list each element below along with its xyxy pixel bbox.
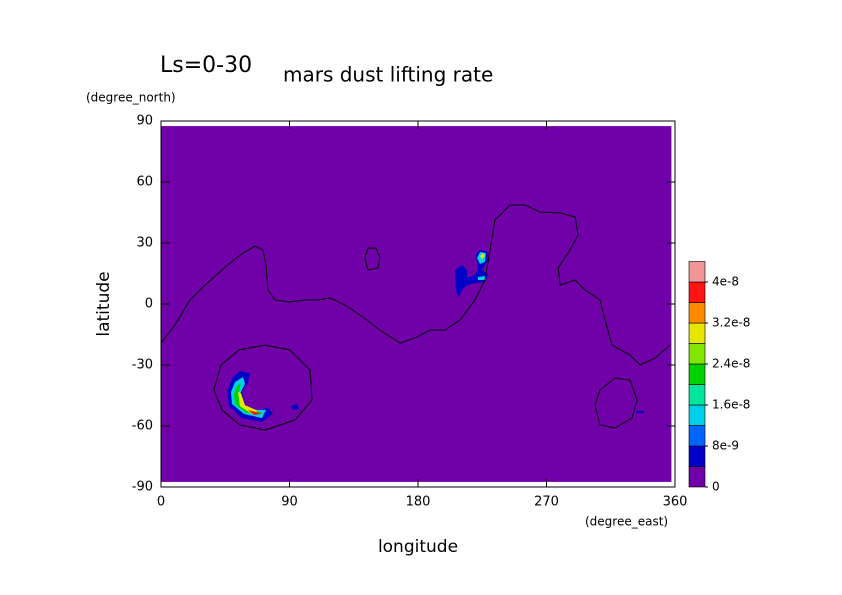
colorbar-tick-label: 3.2e-8 (712, 316, 750, 330)
contour-line (364, 247, 381, 271)
filled-contour (237, 392, 258, 415)
filled-contour (247, 409, 262, 416)
colorbar-box (688, 466, 706, 488)
filled-contour (479, 252, 485, 260)
colorbar-box (688, 261, 706, 283)
colorbar-box (688, 384, 706, 406)
filled-contour (636, 410, 645, 413)
colorbar-tick-label: 8e-9 (712, 439, 739, 453)
period-label: Ls=0-30 (160, 53, 252, 78)
y-tick-label: 90 (136, 114, 153, 129)
y-axis-label: latitude (94, 271, 114, 336)
colorbar-tick-label: 1.6e-8 (712, 398, 750, 412)
colorbar-box (688, 322, 706, 344)
x-tick-label: 180 (406, 495, 431, 510)
data-field (161, 126, 672, 482)
colorbar-box (688, 445, 706, 467)
y-tick-label: 0 (145, 297, 153, 312)
contour-line (213, 344, 313, 431)
x-tick-label: 360 (663, 495, 688, 510)
x-tick-label: 270 (534, 495, 559, 510)
x-tick-label: 90 (281, 495, 298, 510)
y-tick-label: 60 (136, 175, 153, 190)
filled-contour (477, 275, 486, 281)
colorbar-box (688, 281, 706, 303)
contour-line (160, 204, 671, 366)
colorbar-box (688, 363, 706, 385)
x-axis-label: longitude (378, 537, 458, 557)
colorbar-box (688, 404, 706, 426)
chart-title: mars dust lifting rate (283, 63, 493, 87)
colorbar-tick-label: 4e-8 (712, 275, 739, 289)
y-tick-label: -60 (132, 419, 153, 434)
colorbar-tick-label: 0 (712, 480, 720, 494)
colorbar-tick-label: 2.4e-8 (712, 357, 750, 371)
x-tick-label: 0 (157, 495, 165, 510)
filled-contour (290, 404, 300, 410)
y-tick-label: -90 (132, 480, 153, 495)
x-unit: (degree_east) (585, 515, 668, 529)
y-tick-label: -30 (132, 358, 153, 373)
y-tick-label: 30 (136, 236, 153, 251)
contour-line (594, 377, 638, 429)
colorbar-box (688, 302, 706, 324)
y-unit: (degree_north) (86, 91, 176, 105)
colorbar-box (688, 343, 706, 365)
colorbar-box (688, 425, 706, 447)
